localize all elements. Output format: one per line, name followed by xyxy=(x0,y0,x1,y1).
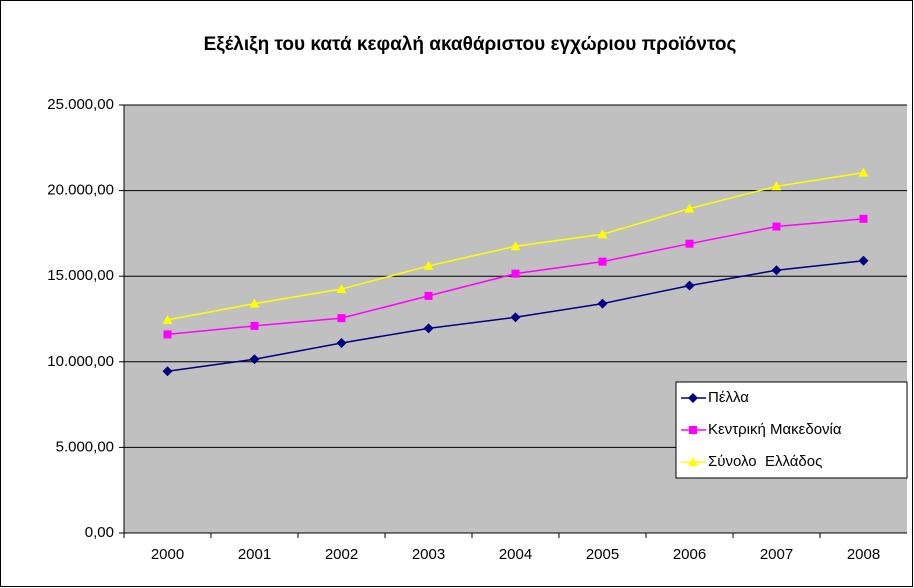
marker xyxy=(597,229,608,239)
y-tick-label: 25.000,00 xyxy=(47,96,114,113)
marker xyxy=(688,393,698,403)
x-tick-label: 2006 xyxy=(673,546,706,563)
marker xyxy=(859,214,868,223)
x-tick-label: 2007 xyxy=(760,546,793,563)
legend-label: Κεντρική Μακεδονία xyxy=(708,421,842,438)
marker xyxy=(249,298,260,308)
marker xyxy=(684,203,695,213)
marker xyxy=(598,257,607,266)
marker xyxy=(685,239,694,248)
marker xyxy=(858,167,869,177)
marker xyxy=(771,181,782,191)
marker xyxy=(511,269,520,278)
marker xyxy=(771,265,782,276)
marker xyxy=(597,298,608,309)
x-tick-label: 2002 xyxy=(325,546,358,563)
y-tick-label: 20.000,00 xyxy=(47,182,114,199)
marker xyxy=(336,337,347,348)
y-tick-label: 10.000,00 xyxy=(47,353,114,370)
marker xyxy=(510,241,521,251)
marker xyxy=(688,457,698,466)
marker xyxy=(423,260,434,270)
marker xyxy=(424,291,433,300)
legend-label: Πέλλα xyxy=(708,389,749,406)
x-tick-label: 2008 xyxy=(847,546,880,563)
y-tick-label: 15.000,00 xyxy=(47,267,114,284)
y-tick-label: 5.000,00 xyxy=(56,438,114,455)
marker xyxy=(858,255,869,266)
marker xyxy=(689,426,697,434)
x-tick-label: 2004 xyxy=(499,546,532,563)
marker xyxy=(423,323,434,334)
marker xyxy=(163,330,172,339)
x-tick-label: 2000 xyxy=(151,546,184,563)
marker xyxy=(772,222,781,231)
x-tick-label: 2005 xyxy=(586,546,619,563)
legend-label: Σύνολο Ελλάδος xyxy=(708,453,822,470)
marker xyxy=(684,280,695,291)
x-tick-label: 2003 xyxy=(412,546,445,563)
marker xyxy=(250,321,259,330)
marker xyxy=(337,314,346,323)
marker xyxy=(162,366,173,377)
marker xyxy=(510,312,521,323)
marker xyxy=(336,284,347,294)
marker xyxy=(249,354,260,365)
chart-title: Εξέλιξη του κατά κεφαλή ακαθάριστου εγχώ… xyxy=(204,34,737,55)
marker xyxy=(162,314,173,324)
legend xyxy=(675,381,908,479)
y-tick-label: 0,00 xyxy=(85,524,114,541)
x-tick-label: 2001 xyxy=(238,546,271,563)
